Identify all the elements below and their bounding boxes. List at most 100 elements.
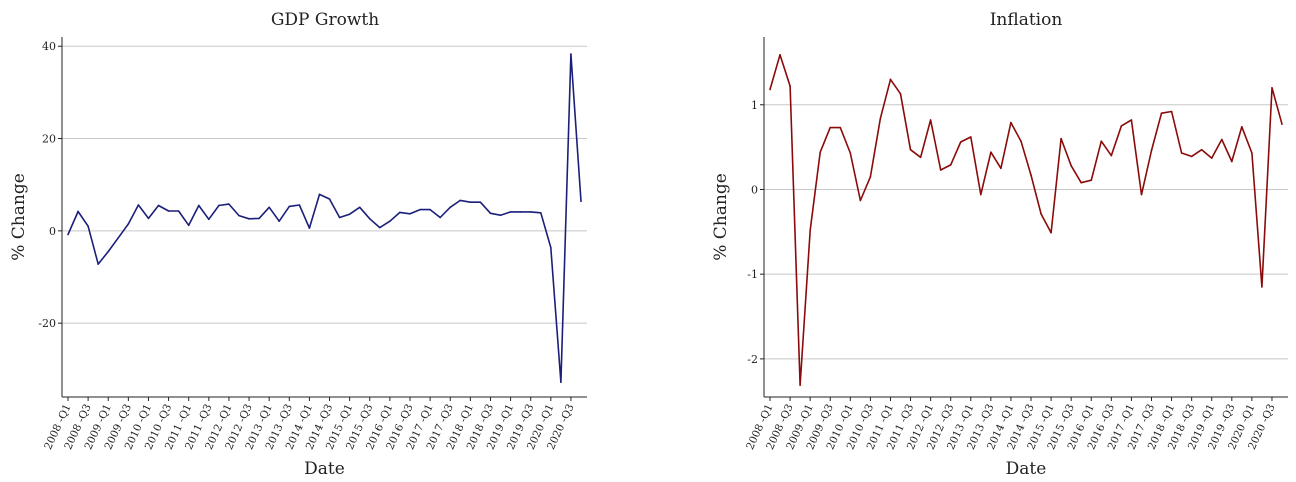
gdp-data-point	[288, 205, 291, 208]
inflation-data-point	[809, 229, 811, 231]
gdp-data-point	[167, 210, 170, 212]
inflation-data-point	[1100, 140, 1103, 142]
inflation-data-point	[1200, 148, 1203, 151]
gdp-data-point	[318, 193, 321, 196]
gdp-data-point	[177, 210, 180, 212]
inflation-data-point	[889, 78, 892, 81]
gdp-data-point	[117, 236, 120, 239]
gdp-chart-title: GDP Growth	[271, 10, 379, 30]
inflation-chart-title: Inflation	[990, 10, 1063, 30]
gdp-data-point	[348, 213, 351, 216]
gdp-data-point	[429, 208, 431, 211]
inflation-data-point	[839, 126, 842, 129]
inflation-y-axis-label: % Change	[711, 173, 731, 261]
gdp-data-point	[550, 246, 552, 249]
gdp-data-point	[399, 211, 401, 214]
gdp-data-point	[580, 200, 582, 203]
inflation-data-point	[1140, 193, 1143, 196]
gdp-data-point	[228, 203, 230, 205]
inflation-series-line	[769, 53, 1283, 386]
gdp-data-point	[449, 206, 452, 209]
gdp-data-point	[107, 250, 110, 253]
inflation-data-point	[1190, 155, 1193, 158]
inflation-data-point	[859, 199, 862, 202]
gdp-data-point	[147, 217, 150, 220]
inflation-data-point	[819, 151, 821, 153]
gdp-data-point	[238, 214, 240, 217]
inflation-data-point	[1050, 231, 1052, 234]
inflation-data-point	[779, 53, 781, 56]
inflation-data-point	[1271, 87, 1273, 89]
inflation-data-point	[829, 126, 832, 129]
gdp-data-point	[308, 227, 311, 229]
inflation-y-tick-label: 1	[751, 99, 758, 112]
gdp-data-point	[67, 233, 69, 236]
gdp-data-point	[77, 210, 79, 213]
gdp-data-point	[379, 226, 381, 229]
gdp-y-tick-label: -20	[38, 317, 56, 330]
gdp-data-point	[298, 204, 301, 206]
gdp-data-point	[368, 218, 371, 220]
inflation-data-point	[1040, 213, 1042, 215]
inflation-data-point	[769, 88, 771, 91]
inflation-y-tick-label: -2	[747, 353, 758, 366]
inflation-data-point	[969, 136, 972, 138]
gdp-data-point	[157, 204, 160, 207]
gdp-data-point	[509, 211, 512, 213]
gdp-data-point	[499, 214, 502, 216]
inflation-data-point	[1060, 137, 1062, 140]
gdp-data-point	[268, 206, 270, 209]
gdp-data-point	[328, 198, 331, 200]
gdp-y-tick-label: 0	[49, 225, 56, 238]
gdp-data-point	[560, 381, 562, 384]
gdp-data-point	[248, 218, 250, 220]
inflation-data-point	[879, 117, 882, 120]
inflation-data-point	[1220, 138, 1223, 141]
gdp-data-point	[489, 212, 492, 215]
gdp-y-tick-label: 40	[42, 40, 56, 53]
gdp-x-axis-label: Date	[304, 459, 345, 479]
inflation-data-point	[1251, 152, 1253, 154]
inflation-data-point	[1210, 157, 1213, 159]
inflation-data-point	[1160, 112, 1163, 115]
inflation-data-point	[799, 384, 801, 386]
gdp-data-point	[87, 225, 89, 228]
inflation-data-point	[959, 141, 962, 143]
gdp-data-point	[389, 220, 391, 222]
gdp-data-point	[218, 204, 220, 207]
gdp-data-point	[187, 224, 190, 227]
gdp-data-point	[338, 216, 341, 219]
inflation-data-point	[939, 169, 942, 171]
gdp-data-point	[539, 212, 542, 214]
gdp-data-point	[97, 263, 99, 265]
inflation-data-point	[1281, 123, 1283, 126]
gdp-data-point	[529, 211, 532, 213]
inflation-data-point	[1261, 286, 1263, 288]
inflation-data-point	[980, 193, 982, 196]
inflation-data-point	[1130, 119, 1133, 121]
gdp-data-point	[127, 223, 130, 225]
gdp-data-point	[358, 206, 361, 209]
inflation-y-tick-label: -1	[747, 268, 758, 281]
inflation-data-point	[1090, 179, 1093, 181]
inflation-data-point	[1020, 140, 1022, 142]
inflation-data-point	[1231, 160, 1233, 163]
inflation-data-point	[849, 152, 852, 154]
gdp-data-point	[137, 204, 140, 206]
gdp-data-point	[197, 204, 200, 207]
inflation-data-point	[1000, 167, 1002, 170]
inflation-data-point	[1150, 149, 1153, 152]
inflation-data-point	[1170, 110, 1173, 113]
gdp-data-point	[570, 53, 572, 55]
inflation-data-point	[1241, 125, 1243, 128]
gdp-data-point	[258, 217, 260, 220]
gdp-data-point	[519, 211, 522, 213]
gdp-y-axis-label: % Change	[9, 173, 29, 261]
gdp-data-point	[278, 220, 281, 222]
inflation-data-point	[919, 156, 922, 159]
inflation-data-point	[1080, 181, 1083, 184]
gdp-data-point	[409, 212, 411, 215]
